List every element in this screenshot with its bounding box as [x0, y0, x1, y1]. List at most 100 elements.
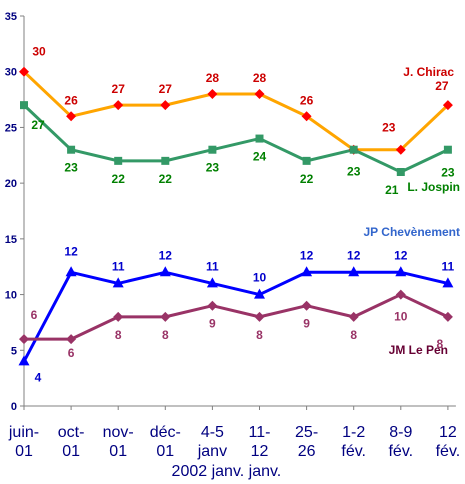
data-point: [443, 145, 452, 154]
data-label: 28: [253, 71, 267, 85]
data-point: [442, 311, 453, 322]
series-line-4: [24, 293, 449, 341]
data-label: 23: [64, 161, 78, 175]
data-point: [395, 266, 407, 277]
x-tick-label: 4-5 janv: [197, 424, 227, 460]
series-name: L. Jospin: [407, 180, 460, 194]
data-point: [207, 300, 218, 311]
y-tick-label: 25: [5, 122, 17, 134]
x-tick-label: 1-2 fév.: [341, 424, 366, 460]
x-axis-note: 2002 janv. janv.: [172, 463, 282, 480]
data-label: 8: [350, 328, 357, 342]
data-point: [66, 111, 77, 122]
x-tick-label: 8-9 fév.: [388, 424, 413, 460]
data-point: [66, 334, 77, 345]
x-tick-label: 25-26: [295, 424, 318, 460]
data-label: 8: [115, 328, 122, 342]
data-point: [255, 134, 264, 143]
data-point: [395, 289, 406, 300]
data-point: [349, 145, 358, 154]
y-tick-label: 0: [11, 401, 17, 413]
data-label: 26: [64, 93, 78, 107]
data-point: [112, 277, 124, 288]
data-label: 6: [68, 346, 75, 360]
data-label: 4: [35, 370, 42, 384]
data-label: 26: [300, 93, 314, 107]
data-point: [396, 168, 405, 176]
series-lines: [22, 70, 449, 363]
data-label: 8: [256, 328, 263, 342]
x-tick-labels: juin-01 oct-01 nov-01 déc-01 4-5 janv 11-12 25-…: [8, 424, 460, 460]
data-point: [114, 156, 123, 165]
data-point: [20, 101, 28, 110]
data-label: 10: [394, 310, 408, 324]
data-point: [206, 277, 218, 288]
y-tick-label: 20: [5, 178, 17, 190]
data-point: [19, 66, 29, 77]
data-point: [348, 311, 359, 322]
data-point: [208, 145, 217, 154]
series-line-1: [22, 70, 449, 152]
data-label: 12: [300, 248, 314, 262]
x-tick-label: nov-01: [103, 424, 134, 460]
x-tick-label: juin-01: [8, 424, 39, 460]
x-tick-label: 12 fév.: [436, 424, 461, 460]
y-tick-label: 5: [11, 345, 17, 357]
data-label: 11: [442, 259, 455, 273]
data-point: [113, 100, 124, 111]
data-label: 23: [382, 121, 396, 135]
data-label: 24: [253, 150, 267, 164]
x-tick-label: oct-01: [58, 424, 85, 460]
data-label: 12: [159, 248, 173, 262]
data-label: 23: [441, 166, 455, 180]
y-tick-label: 15: [5, 234, 17, 246]
data-point: [159, 266, 171, 277]
series-names: J. Chirac L. Jospin JP Chevènement JM Le Pe…: [364, 65, 461, 357]
data-point: [254, 288, 265, 299]
data-point: [161, 156, 170, 165]
data-point: [254, 89, 265, 99]
x-tick-label: déc-01: [150, 424, 181, 460]
data-label: 27: [112, 82, 126, 96]
data-label: 12: [347, 248, 361, 262]
data-label: 6: [31, 308, 38, 322]
series-name: JM Le Pen: [389, 343, 448, 357]
data-point: [301, 300, 312, 311]
data-label: 11: [112, 259, 125, 273]
data-label: 9: [303, 317, 310, 331]
data-label: 28: [206, 71, 220, 85]
data-point: [67, 145, 76, 154]
data-labels: 30 26 27 27 28 28 26 23 27 27 23 22 22 23 24 22 23 21 23 4 1…: [31, 45, 455, 385]
y-tick-label: 30: [5, 67, 17, 79]
data-point: [348, 266, 360, 277]
data-point: [113, 311, 124, 322]
data-point: [160, 311, 171, 322]
data-label: 22: [112, 172, 126, 186]
data-label: 27: [31, 118, 45, 132]
data-label: 23: [206, 161, 220, 175]
series-markers: [18, 66, 454, 366]
data-point: [302, 156, 311, 165]
y-tick-label: 10: [5, 290, 17, 302]
data-label: 22: [300, 172, 314, 186]
series-line-3: [22, 270, 449, 363]
data-point: [301, 266, 313, 277]
data-point: [160, 100, 171, 111]
data-label: 22: [159, 172, 173, 186]
data-label: 10: [253, 271, 267, 285]
data-label: 27: [435, 79, 449, 93]
series-name: JP Chevènement: [364, 225, 461, 239]
data-label: 12: [394, 248, 408, 262]
data-point: [442, 277, 454, 288]
data-point: [207, 89, 218, 99]
data-point: [19, 334, 29, 345]
x-tick-label: 11-12: [249, 424, 271, 460]
data-label: 12: [64, 244, 78, 258]
data-label: 11: [206, 259, 219, 273]
data-point: [301, 111, 312, 122]
y-tick-label: 35: [5, 11, 17, 23]
series-line-2: [22, 104, 449, 174]
data-label: 21: [385, 183, 399, 197]
data-label: 27: [159, 82, 173, 96]
